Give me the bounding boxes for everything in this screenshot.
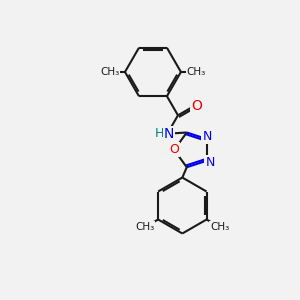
Text: CH₃: CH₃ — [135, 222, 154, 232]
Text: N: N — [164, 127, 174, 141]
Text: CH₃: CH₃ — [210, 222, 230, 232]
Text: N: N — [202, 130, 212, 143]
Text: H: H — [154, 127, 164, 140]
Text: O: O — [191, 100, 202, 113]
Text: N: N — [206, 156, 215, 169]
Text: CH₃: CH₃ — [187, 67, 206, 77]
Text: CH₃: CH₃ — [100, 67, 119, 77]
Text: O: O — [169, 143, 179, 156]
